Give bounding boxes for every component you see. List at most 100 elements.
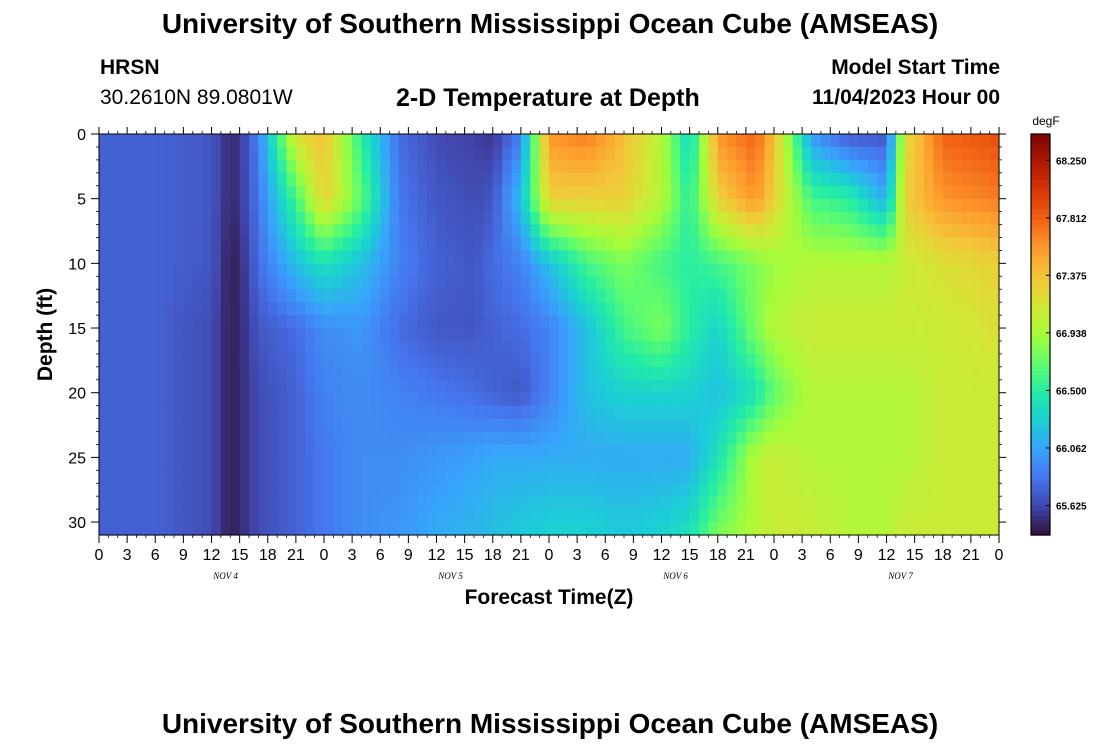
heatmap-cell xyxy=(445,418,456,433)
heatmap-cell xyxy=(99,159,109,174)
heatmap-cell xyxy=(427,289,438,303)
heatmap-cell xyxy=(155,289,166,303)
x-tick-label: 0 xyxy=(770,547,779,564)
heatmap-cell xyxy=(136,496,147,510)
heatmap-cell xyxy=(305,457,316,471)
heatmap-cell xyxy=(942,405,953,420)
heatmap-cell xyxy=(267,392,278,407)
heatmap-cell xyxy=(211,457,222,471)
heatmap-cell xyxy=(117,392,128,407)
heatmap-cell xyxy=(502,470,513,484)
heatmap-cell xyxy=(539,418,550,433)
heatmap-cell xyxy=(980,405,991,420)
colorbar-swatch xyxy=(1031,344,1050,351)
heatmap-cell xyxy=(924,289,934,303)
heatmap-cell xyxy=(408,418,419,433)
heatmap-cell xyxy=(886,353,897,368)
heatmap-cell xyxy=(577,276,588,290)
heatmap-cell xyxy=(849,496,859,510)
heatmap-cell xyxy=(464,211,475,226)
heatmap-cell xyxy=(689,470,700,484)
heatmap-cell xyxy=(642,379,653,394)
heatmap-cell xyxy=(867,470,878,484)
heatmap-cell xyxy=(370,509,381,523)
colorbar-swatch xyxy=(1031,424,1050,431)
heatmap-cell xyxy=(511,392,522,407)
heatmap-cell xyxy=(202,289,213,303)
heatmap-cell xyxy=(952,328,963,342)
heatmap-cell xyxy=(324,379,334,394)
heatmap-cell xyxy=(305,315,316,329)
heatmap-cell xyxy=(849,379,859,394)
heatmap-cell xyxy=(436,418,447,433)
heatmap-cell xyxy=(970,276,981,290)
heatmap-cell xyxy=(417,315,428,329)
heatmap-cell xyxy=(924,211,934,226)
heatmap-cell xyxy=(474,134,484,148)
heatmap-cell xyxy=(417,392,428,407)
heatmap-cell xyxy=(652,328,663,342)
heatmap-cell xyxy=(464,302,475,316)
heatmap-cell xyxy=(239,211,250,226)
heatmap-cell xyxy=(614,405,625,420)
heatmap-cell xyxy=(183,328,194,342)
heatmap-cell xyxy=(549,289,559,303)
heatmap-cell xyxy=(164,159,175,174)
heatmap-cell xyxy=(980,431,991,446)
heatmap-cell xyxy=(417,431,428,446)
heatmap-cell xyxy=(183,237,194,252)
heatmap-cell xyxy=(220,444,231,458)
heatmap-cell xyxy=(577,496,588,510)
heatmap-cell xyxy=(689,250,700,264)
heatmap-cell xyxy=(717,522,728,536)
heatmap-cell xyxy=(670,457,681,471)
heatmap-cell xyxy=(389,276,400,290)
heatmap-cell xyxy=(577,444,588,458)
heatmap-cell xyxy=(895,237,906,252)
heatmap-cell xyxy=(689,289,700,303)
heatmap-cell xyxy=(239,328,250,342)
heatmap-cell xyxy=(361,328,372,342)
heatmap-cell xyxy=(145,340,156,355)
heatmap-cell xyxy=(877,405,888,420)
heatmap-cell xyxy=(520,470,531,484)
heatmap-cell xyxy=(792,250,803,264)
heatmap-cell xyxy=(774,431,784,446)
heatmap-cell xyxy=(352,211,363,226)
heatmap-cell xyxy=(539,263,550,277)
heatmap-cell xyxy=(717,405,728,420)
heatmap-cell xyxy=(408,263,419,277)
heatmap-cell xyxy=(811,159,822,174)
heatmap-cell xyxy=(464,134,475,148)
heatmap-cell xyxy=(652,276,663,290)
heatmap-cell xyxy=(670,159,681,174)
heatmap-cell xyxy=(492,483,503,497)
heatmap-cell xyxy=(286,444,297,458)
colorbar-swatch xyxy=(1031,269,1050,275)
heatmap-cell xyxy=(586,289,597,303)
heatmap-cell xyxy=(155,276,166,290)
heatmap-cell xyxy=(511,457,522,471)
heatmap-cell xyxy=(314,224,325,239)
heatmap-cell xyxy=(905,198,916,213)
heatmap-cell xyxy=(258,146,269,161)
heatmap-cell xyxy=(314,172,325,187)
heatmap-cell xyxy=(474,146,484,161)
heatmap-cell xyxy=(614,289,625,303)
heatmap-cell xyxy=(380,302,391,316)
heatmap-cell xyxy=(586,340,597,355)
heatmap-cell xyxy=(520,302,531,316)
heatmap-cell xyxy=(577,198,588,213)
heatmap-cell xyxy=(774,444,784,458)
heatmap-cell xyxy=(511,444,522,458)
heatmap-cell xyxy=(895,315,906,329)
heatmap-cell xyxy=(380,328,391,342)
heatmap-cell xyxy=(520,185,531,200)
heatmap-cell xyxy=(567,496,578,510)
heatmap-cell xyxy=(755,224,766,239)
heatmap-cell xyxy=(670,405,681,420)
heatmap-cell xyxy=(792,405,803,420)
heatmap-cell xyxy=(736,444,747,458)
heatmap-cell xyxy=(492,263,503,277)
heatmap-cell xyxy=(867,444,878,458)
